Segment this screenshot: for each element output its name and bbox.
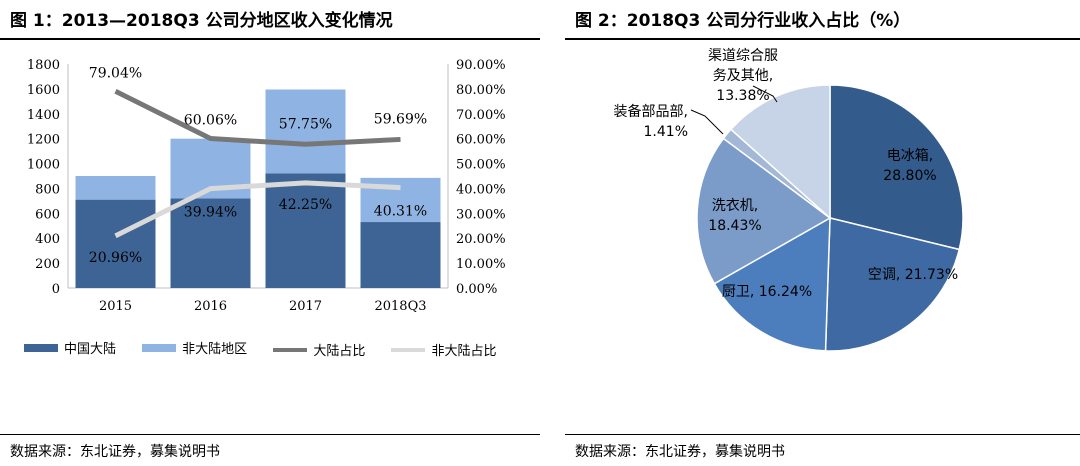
pie-label-washer: 18.43%: [708, 218, 761, 234]
y-tick-label: 1000: [27, 158, 60, 173]
data-label-mainland-share: 79.04%: [89, 65, 142, 81]
figure-1-panel: 图 1：2013—2018Q3 公司分地区收入变化情况 0 200 400 600 80…: [0, 11, 540, 460]
source-rule: [565, 434, 1080, 435]
y-tick-label: 1800: [27, 58, 60, 73]
y-tick-label: 1400: [27, 108, 60, 123]
pie-label-equip: 装备部品部,: [614, 103, 688, 120]
x-tick-label: 2015: [99, 299, 132, 314]
figure-1-source: 数据来源：东北证券，募集说明书: [10, 444, 220, 460]
pie-label-equip: 1.41%: [644, 124, 688, 140]
x-tick-label: 2018Q3: [374, 299, 426, 314]
region-revenue-chart: 0 200 400 600 800 1000 1200 1400 1600 1800 0.00% 10…: [27, 58, 506, 314]
title-rule: [565, 38, 1080, 40]
pie-label-channel: 渠道综合服: [708, 48, 778, 64]
pie-label-fridge: 28.80%: [883, 168, 936, 184]
pie-slice: [729, 84, 831, 220]
y-tick-label: 400: [35, 232, 60, 247]
y-tick-label: 200: [35, 257, 60, 272]
figure-2-panel: 图 2：2018Q3 公司分行业收入占比（%） 电冰箱, 28.80% 空调, 21…: [565, 0, 1080, 466]
line-non-mainland-share: [114, 180, 401, 239]
title-rule: [0, 38, 540, 40]
bar-non-mainland: [75, 176, 156, 200]
y2-tick-label: 40.00%: [456, 182, 506, 197]
y2-tick-label: 90.00%: [456, 58, 506, 73]
pie-slice: [829, 84, 964, 251]
chart-legend: 中国大陆 非大陆地区 大陆占比 非大陆占比: [24, 338, 518, 359]
y2-tick-label: 0.00%: [456, 282, 497, 297]
y-tick-label: 0: [52, 282, 60, 297]
pie-slice: [696, 137, 832, 285]
x-tick-label: 2017: [289, 299, 322, 314]
y2-tick-label: 50.00%: [456, 158, 506, 173]
source-rule: [0, 434, 540, 435]
bar-mainland: [265, 173, 346, 288]
pie-label-fridge: 电冰箱,: [887, 148, 933, 164]
pie-slice: [824, 217, 961, 352]
data-label-non-mainland-share: 39.94%: [184, 205, 237, 221]
y2-tick-label: 80.00%: [456, 83, 506, 98]
data-label-mainland-share: 57.75%: [279, 116, 332, 132]
bar-mainland: [75, 199, 156, 288]
figure-1-title: 图 1：2013—2018Q3 公司分地区收入变化情况: [10, 11, 393, 31]
y-tick-label: 1200: [27, 133, 60, 148]
y-tick-label: 1600: [27, 83, 60, 98]
pie-label-channel: 务及其他,: [713, 68, 773, 84]
x-tick-label: 2016: [194, 299, 227, 314]
y2-tick-label: 70.00%: [456, 108, 506, 123]
figure-2-title: 图 2：2018Q3 公司分行业收入占比（%）: [575, 11, 911, 31]
data-label-mainland-share: 59.69%: [374, 111, 427, 127]
legend-item-mainland-share: 大陆占比: [273, 340, 365, 359]
pie-label-channel: 13.38%: [716, 88, 769, 104]
bar-mainland: [360, 222, 441, 288]
pie-label-ac: 空调, 21.73%: [868, 267, 958, 283]
data-label-non-mainland-share: 42.25%: [279, 197, 332, 213]
y2-tick-label: 30.00%: [456, 207, 506, 222]
legend-item-mainland: 中国大陆: [24, 338, 116, 357]
pie-label-washer: 洗衣机,: [712, 198, 758, 214]
data-label-non-mainland-share: 20.96%: [89, 250, 142, 266]
leader-line-equip: [690, 109, 724, 135]
y-tick-label: 600: [35, 207, 60, 222]
figure-2-source: 数据来源：东北证券，募集说明书: [575, 444, 785, 460]
pie-slice: [713, 216, 831, 352]
legend-item-non-mainland: 非大陆地区: [142, 338, 247, 357]
bar-non-mainland: [265, 89, 346, 174]
segment-share-pie: 电冰箱, 28.80% 空调, 21.73% 厨卫, 16.24% 洗衣机, 18.43%…: [614, 48, 964, 352]
y-tick-label: 800: [35, 182, 60, 197]
y2-tick-label: 20.00%: [456, 232, 506, 247]
pie-label-kitchen: 厨卫, 16.24%: [722, 284, 812, 300]
legend-item-non-mainland-share: 非大陆占比: [391, 340, 496, 359]
data-label-non-mainland-share: 40.31%: [374, 204, 427, 220]
y2-tick-label: 60.00%: [456, 133, 506, 148]
line-mainland-share: [114, 89, 401, 147]
y2-tick-label: 10.00%: [456, 257, 506, 272]
bar-mainland: [170, 198, 251, 288]
data-label-mainland-share: 60.06%: [184, 113, 237, 129]
leader-line-channel: [752, 85, 778, 103]
